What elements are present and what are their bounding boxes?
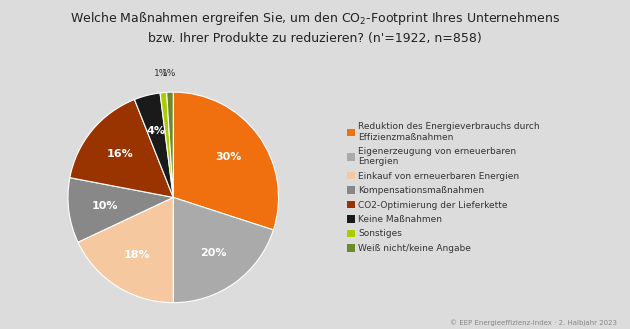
Wedge shape [173, 197, 273, 303]
Wedge shape [173, 92, 278, 230]
Wedge shape [68, 178, 173, 242]
Text: 1%: 1% [154, 69, 169, 78]
Text: 18%: 18% [123, 250, 150, 260]
Wedge shape [78, 197, 173, 303]
Text: 4%: 4% [147, 126, 166, 136]
Wedge shape [134, 93, 173, 197]
Text: 30%: 30% [215, 152, 242, 162]
Text: 16%: 16% [107, 149, 134, 159]
Wedge shape [167, 92, 173, 197]
Text: 1%: 1% [162, 69, 176, 78]
Legend: Reduktion des Energieverbrauchs durch
Effizienzmaßnahmen, Eigenerzeugung von ern: Reduktion des Energieverbrauchs durch Ef… [346, 122, 540, 253]
Wedge shape [70, 99, 173, 197]
Text: 20%: 20% [200, 248, 227, 258]
Wedge shape [160, 92, 173, 197]
Text: 10%: 10% [92, 201, 118, 211]
Text: © EEP Energieeffizienz-Index · 2. Halbjahr 2023: © EEP Energieeffizienz-Index · 2. Halbja… [450, 319, 617, 326]
Text: Welche Maßnahmen ergreifen Sie, um den CO$_2$-Footprint Ihres Unternehmens
bzw. : Welche Maßnahmen ergreifen Sie, um den C… [70, 10, 560, 45]
